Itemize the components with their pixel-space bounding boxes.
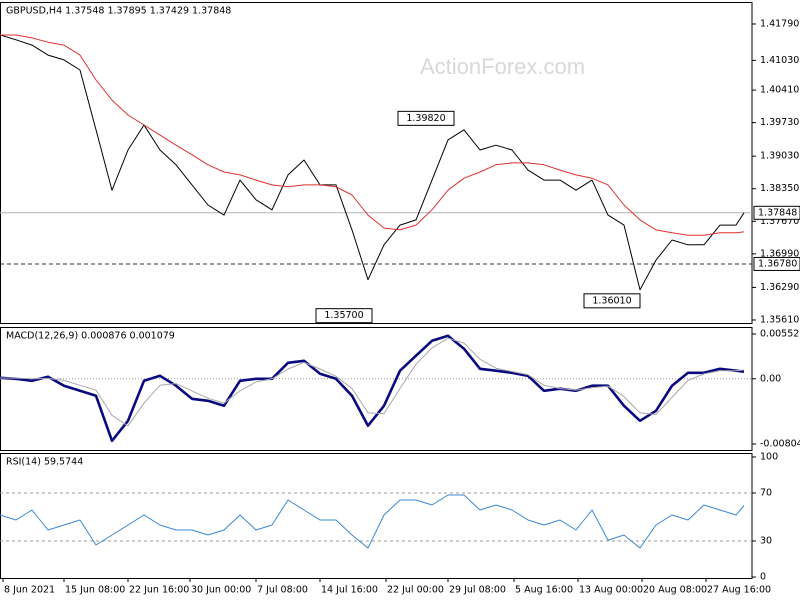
y-tick-label: 1.37670 — [760, 216, 799, 227]
series-line — [0, 34, 745, 236]
y-tick-label: 1.38350 — [760, 183, 799, 194]
series-line — [0, 337, 745, 427]
y-tick-label: 1.39730 — [760, 117, 799, 128]
y-tick-label: 0 — [760, 572, 766, 583]
panel-title: GBPUSD,H4 1.37548 1.37895 1.37429 1.3784… — [6, 6, 231, 17]
annotation: 1.36010 — [592, 295, 631, 306]
annotation: 1.39820 — [406, 113, 445, 124]
y-tick-label: 70 — [760, 487, 772, 498]
panel-frame — [0, 2, 753, 324]
y-tick-label: 0.00552 — [760, 328, 799, 339]
x-tick-label: 14 Jul 16:00 — [321, 585, 378, 596]
series-line — [0, 34, 745, 291]
panel-frame — [0, 453, 753, 579]
y-tick-label: 100 — [760, 451, 778, 462]
price-label-box — [753, 205, 800, 220]
x-tick-label: 15 Jun 08:00 — [65, 585, 125, 596]
watermark: ActionForex.com — [420, 54, 585, 79]
annotation: 1.35700 — [324, 310, 363, 321]
x-tick-label: 29 Jul 08:00 — [449, 585, 506, 596]
y-tick-label: 1.36990 — [760, 248, 799, 259]
annotation-box — [583, 293, 641, 309]
x-tick-label: 8 Jun 2021 — [4, 585, 55, 596]
x-tick-label: 7 Jul 08:00 — [257, 585, 308, 596]
price-label-box — [753, 256, 800, 271]
panel-frame — [0, 327, 753, 451]
y-tick-label: 1.36290 — [760, 282, 799, 293]
y-tick-label: 1.41790 — [760, 18, 799, 29]
x-tick-label: 27 Aug 16:00 — [707, 585, 771, 596]
annotation-box — [397, 110, 455, 126]
series-line — [0, 494, 745, 549]
x-tick-label: 5 Aug 16:00 — [515, 585, 573, 596]
x-tick-label: 30 Jun 00:00 — [191, 585, 251, 596]
price-label: 1.37848 — [758, 207, 797, 218]
y-tick-label: -0.00804 — [760, 438, 800, 449]
annotation-box — [315, 308, 373, 324]
y-tick-label: 1.35610 — [760, 314, 799, 325]
x-tick-label: 20 Aug 08:00 — [643, 585, 707, 596]
panel-title: RSI(14) 59.5744 — [6, 457, 83, 468]
y-tick-label: 1.39030 — [760, 151, 799, 162]
x-tick-label: 22 Jun 16:00 — [129, 585, 189, 596]
x-tick-label: 22 Jul 00:00 — [387, 585, 444, 596]
y-tick-label: 1.40410 — [760, 85, 799, 96]
y-tick-label: 0.00 — [760, 373, 781, 384]
y-tick-label: 1.41030 — [760, 55, 799, 66]
x-tick-label: 13 Aug 00:00 — [579, 585, 643, 596]
price-label: 1.36780 — [758, 258, 797, 269]
panel-title: MACD(12,26,9) 0.000876 0.001079 — [6, 331, 175, 342]
y-tick-label: 30 — [760, 536, 772, 547]
